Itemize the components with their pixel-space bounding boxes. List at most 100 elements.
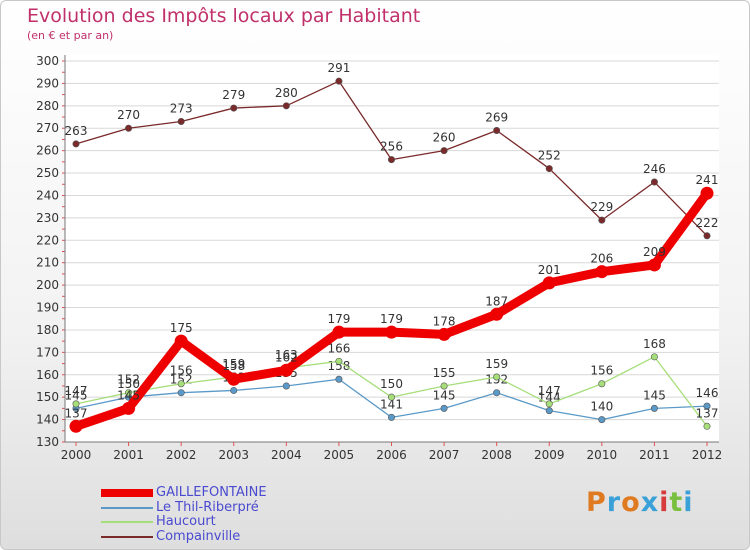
legend-swatch — [101, 489, 153, 497]
data-point — [177, 118, 185, 126]
data-point — [335, 375, 343, 383]
data-point — [125, 124, 133, 132]
data-point — [493, 126, 501, 134]
data-label: 179 — [380, 312, 403, 326]
data-label: 158 — [222, 359, 245, 373]
data-point — [177, 380, 185, 388]
data-label: 252 — [538, 149, 561, 163]
data-point — [387, 393, 395, 401]
logo-letter: x — [640, 487, 660, 518]
data-label: 179 — [327, 312, 350, 326]
y-tick-label: 250 — [36, 166, 59, 180]
data-point — [385, 325, 398, 339]
y-tick-label: 280 — [36, 99, 59, 113]
y-tick-label: 150 — [36, 390, 59, 404]
data-label: 145 — [65, 388, 88, 402]
y-tick-label: 180 — [36, 323, 59, 337]
data-point — [440, 382, 448, 390]
data-label: 178 — [433, 314, 456, 328]
data-point — [650, 404, 658, 412]
data-label: 162 — [275, 350, 298, 364]
data-label: 137 — [696, 406, 719, 420]
data-label: 146 — [696, 386, 719, 400]
data-point — [650, 178, 658, 186]
legend-label: Haucourt — [156, 514, 216, 529]
data-label: 147 — [65, 384, 88, 398]
data-label: 241 — [696, 173, 719, 187]
data-point — [227, 372, 241, 386]
data-point — [230, 386, 238, 394]
legend-swatch — [101, 507, 153, 509]
data-label: 159 — [485, 357, 508, 371]
legend-label: Compainville — [156, 529, 241, 544]
data-label: 155 — [433, 366, 456, 380]
data-point — [335, 357, 343, 365]
data-point — [437, 327, 451, 341]
y-tick-label: 290 — [36, 76, 59, 90]
data-point — [493, 389, 501, 397]
data-label: 175 — [170, 321, 193, 335]
legend-swatch — [101, 521, 153, 523]
data-point — [125, 389, 133, 397]
plot-area — [65, 55, 719, 442]
data-point — [279, 363, 293, 377]
data-point — [387, 156, 395, 164]
data-point — [335, 77, 343, 85]
data-point — [230, 104, 238, 112]
data-label: 145 — [643, 388, 666, 402]
y-tick-label: 170 — [36, 345, 59, 359]
data-label: 269 — [485, 110, 508, 124]
data-point — [282, 382, 290, 390]
y-tick-label: 220 — [36, 233, 59, 247]
data-point — [72, 400, 80, 408]
data-point — [703, 422, 711, 430]
data-point — [703, 232, 711, 240]
data-point — [72, 140, 80, 148]
x-tick-label: 2009 — [534, 448, 565, 462]
data-label: 156 — [170, 364, 193, 378]
data-point — [177, 389, 185, 397]
legend-label: Le Thil-Riberpré — [156, 500, 259, 515]
data-point — [650, 353, 658, 361]
y-tick-label: 190 — [36, 301, 59, 315]
data-label: 166 — [327, 341, 350, 355]
data-label: 150 — [117, 377, 140, 391]
data-label: 156 — [590, 364, 613, 378]
data-point — [440, 404, 448, 412]
data-label: 150 — [380, 377, 403, 391]
data-point — [703, 402, 711, 410]
x-tick-label: 2003 — [218, 448, 249, 462]
chart-title: Evolution des Impôts locaux par Habitant — [27, 5, 421, 27]
data-point — [282, 102, 290, 110]
y-tick-label: 200 — [36, 278, 59, 292]
data-point — [700, 186, 714, 200]
data-point — [598, 380, 606, 388]
y-tick-label: 240 — [36, 188, 59, 202]
data-point — [545, 407, 553, 415]
data-label: 145 — [117, 388, 140, 402]
logo-letter: r — [606, 487, 622, 518]
data-label: 256 — [380, 140, 403, 154]
logo-letter: P — [586, 487, 607, 518]
y-tick-label: 210 — [36, 256, 59, 270]
data-point — [598, 416, 606, 424]
data-label: 168 — [643, 337, 666, 351]
data-label: 222 — [696, 216, 719, 230]
data-label: 246 — [643, 162, 666, 176]
data-point — [440, 147, 448, 155]
data-point — [174, 334, 188, 348]
data-label: 273 — [170, 102, 193, 116]
data-label: 158 — [327, 359, 350, 373]
data-label: 201 — [538, 263, 561, 277]
data-point — [493, 373, 501, 381]
data-label: 206 — [590, 252, 613, 266]
y-tick-label: 160 — [36, 368, 59, 382]
data-point — [647, 258, 661, 272]
x-tick-label: 2008 — [481, 448, 512, 462]
logo-letter: o — [621, 487, 641, 518]
y-tick-label: 270 — [36, 121, 59, 135]
data-label: 159 — [222, 357, 245, 371]
data-label: 260 — [433, 131, 456, 145]
